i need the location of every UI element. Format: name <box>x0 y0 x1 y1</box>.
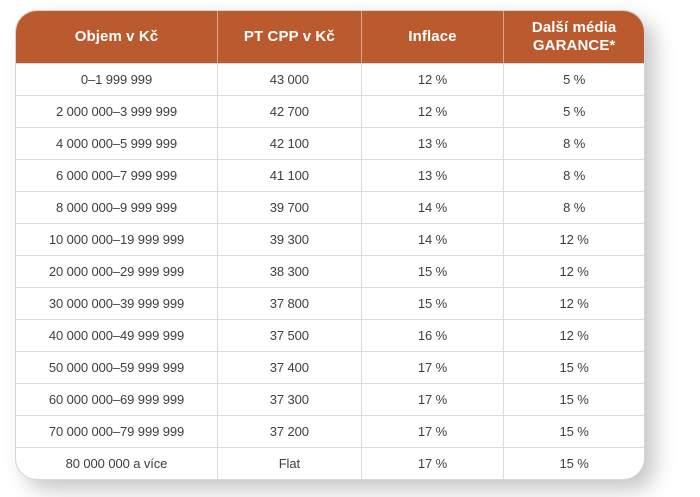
cell-inflace: 16 % <box>360 320 504 351</box>
pricing-table-card: Objem v Kč PT CPP v Kč Inflace Další méd… <box>15 10 645 480</box>
cell-objem: 2 000 000–3 999 999 <box>55 104 177 119</box>
cell-garance: 8 % <box>503 160 644 191</box>
table-row: 0–1 999 999 43 000 12 % 5 % <box>16 64 644 95</box>
cell-pt-cpp: 37 800 <box>216 288 361 319</box>
table-row: 4 000 000–5 999 999 42 100 13 % 8 % <box>16 127 644 159</box>
cell-inflace: 14 % <box>360 192 504 223</box>
cell-pt-cpp: 39 300 <box>216 224 361 255</box>
cell-garance: 15 % <box>503 416 644 447</box>
cell-objem: 30 000 000–39 999 999 <box>48 296 185 311</box>
cell-inflace: 17 % <box>360 384 504 415</box>
cell-pt-cpp: Flat <box>216 448 361 479</box>
table-header-row: Objem v Kč PT CPP v Kč Inflace Další méd… <box>16 11 644 64</box>
table-row: 2 000 000–3 999 999 42 700 12 % 5 % <box>16 95 644 127</box>
cell-objem: 4 000 000–5 999 999 <box>55 136 177 151</box>
cell-objem: 60 000 000–69 999 999 <box>48 392 185 407</box>
cell-inflace: 12 % <box>360 96 504 127</box>
cell-inflace: 15 % <box>360 256 504 287</box>
cell-garance: 12 % <box>503 288 644 319</box>
cell-objem: 80 000 000 a více <box>65 456 168 471</box>
cell-pt-cpp: 37 500 <box>216 320 361 351</box>
cell-garance: 12 % <box>503 256 644 287</box>
table-row: 30 000 000–39 999 999 37 800 15 % 12 % <box>16 287 644 319</box>
table-row: 60 000 000–69 999 999 37 300 17 % 15 % <box>16 383 644 415</box>
cell-objem: 10 000 000–19 999 999 <box>48 232 185 247</box>
cell-pt-cpp: 37 300 <box>216 384 361 415</box>
cell-inflace: 17 % <box>360 416 504 447</box>
cell-objem: 0–1 999 999 <box>80 72 153 87</box>
table-row: 20 000 000–29 999 999 38 300 15 % 12 % <box>16 255 644 287</box>
cell-inflace: 13 % <box>360 160 504 191</box>
cell-pt-cpp: 37 200 <box>216 416 361 447</box>
column-header-objem: Objem v Kč <box>74 28 159 45</box>
table-row: 80 000 000 a více Flat 17 % 15 % <box>16 447 644 479</box>
table-row: 40 000 000–49 999 999 37 500 16 % 12 % <box>16 319 644 351</box>
column-header-dalsi-media-garance: Další média GARANCE* <box>503 11 644 63</box>
cell-objem: 70 000 000–79 999 999 <box>48 424 185 439</box>
cell-garance: 8 % <box>503 128 644 159</box>
cell-garance: 5 % <box>503 64 644 95</box>
table-row: 8 000 000–9 999 999 39 700 14 % 8 % <box>16 191 644 223</box>
cell-inflace: 17 % <box>360 448 504 479</box>
column-header-pt-cpp: PT CPP v Kč <box>216 11 361 63</box>
cell-garance: 15 % <box>503 384 644 415</box>
cell-pt-cpp: 39 700 <box>216 192 361 223</box>
cell-objem: 50 000 000–59 999 999 <box>48 360 185 375</box>
table-row: 10 000 000–19 999 999 39 300 14 % 12 % <box>16 223 644 255</box>
cell-garance: 15 % <box>503 352 644 383</box>
cell-objem: 40 000 000–49 999 999 <box>48 328 185 343</box>
cell-pt-cpp: 37 400 <box>216 352 361 383</box>
cell-objem: 8 000 000–9 999 999 <box>55 200 177 215</box>
cell-objem: 20 000 000–29 999 999 <box>48 264 185 279</box>
cell-pt-cpp: 38 300 <box>216 256 361 287</box>
table-row: 6 000 000–7 999 999 41 100 13 % 8 % <box>16 159 644 191</box>
table-body: 0–1 999 999 43 000 12 % 5 % 2 000 000–3 … <box>16 64 644 479</box>
cell-inflace: 13 % <box>360 128 504 159</box>
cell-pt-cpp: 42 100 <box>216 128 361 159</box>
cell-garance: 12 % <box>503 224 644 255</box>
cell-pt-cpp: 41 100 <box>216 160 361 191</box>
cell-objem: 6 000 000–7 999 999 <box>55 168 177 183</box>
cell-garance: 12 % <box>503 320 644 351</box>
cell-inflace: 12 % <box>360 64 504 95</box>
cell-inflace: 15 % <box>360 288 504 319</box>
cell-inflace: 17 % <box>360 352 504 383</box>
table-row: 50 000 000–59 999 999 37 400 17 % 15 % <box>16 351 644 383</box>
cell-garance: 15 % <box>503 448 644 479</box>
cell-garance: 5 % <box>503 96 644 127</box>
table-row: 70 000 000–79 999 999 37 200 17 % 15 % <box>16 415 644 447</box>
cell-inflace: 14 % <box>360 224 504 255</box>
column-header-inflace: Inflace <box>360 11 504 63</box>
cell-pt-cpp: 42 700 <box>216 96 361 127</box>
cell-pt-cpp: 43 000 <box>216 64 361 95</box>
cell-garance: 8 % <box>503 192 644 223</box>
